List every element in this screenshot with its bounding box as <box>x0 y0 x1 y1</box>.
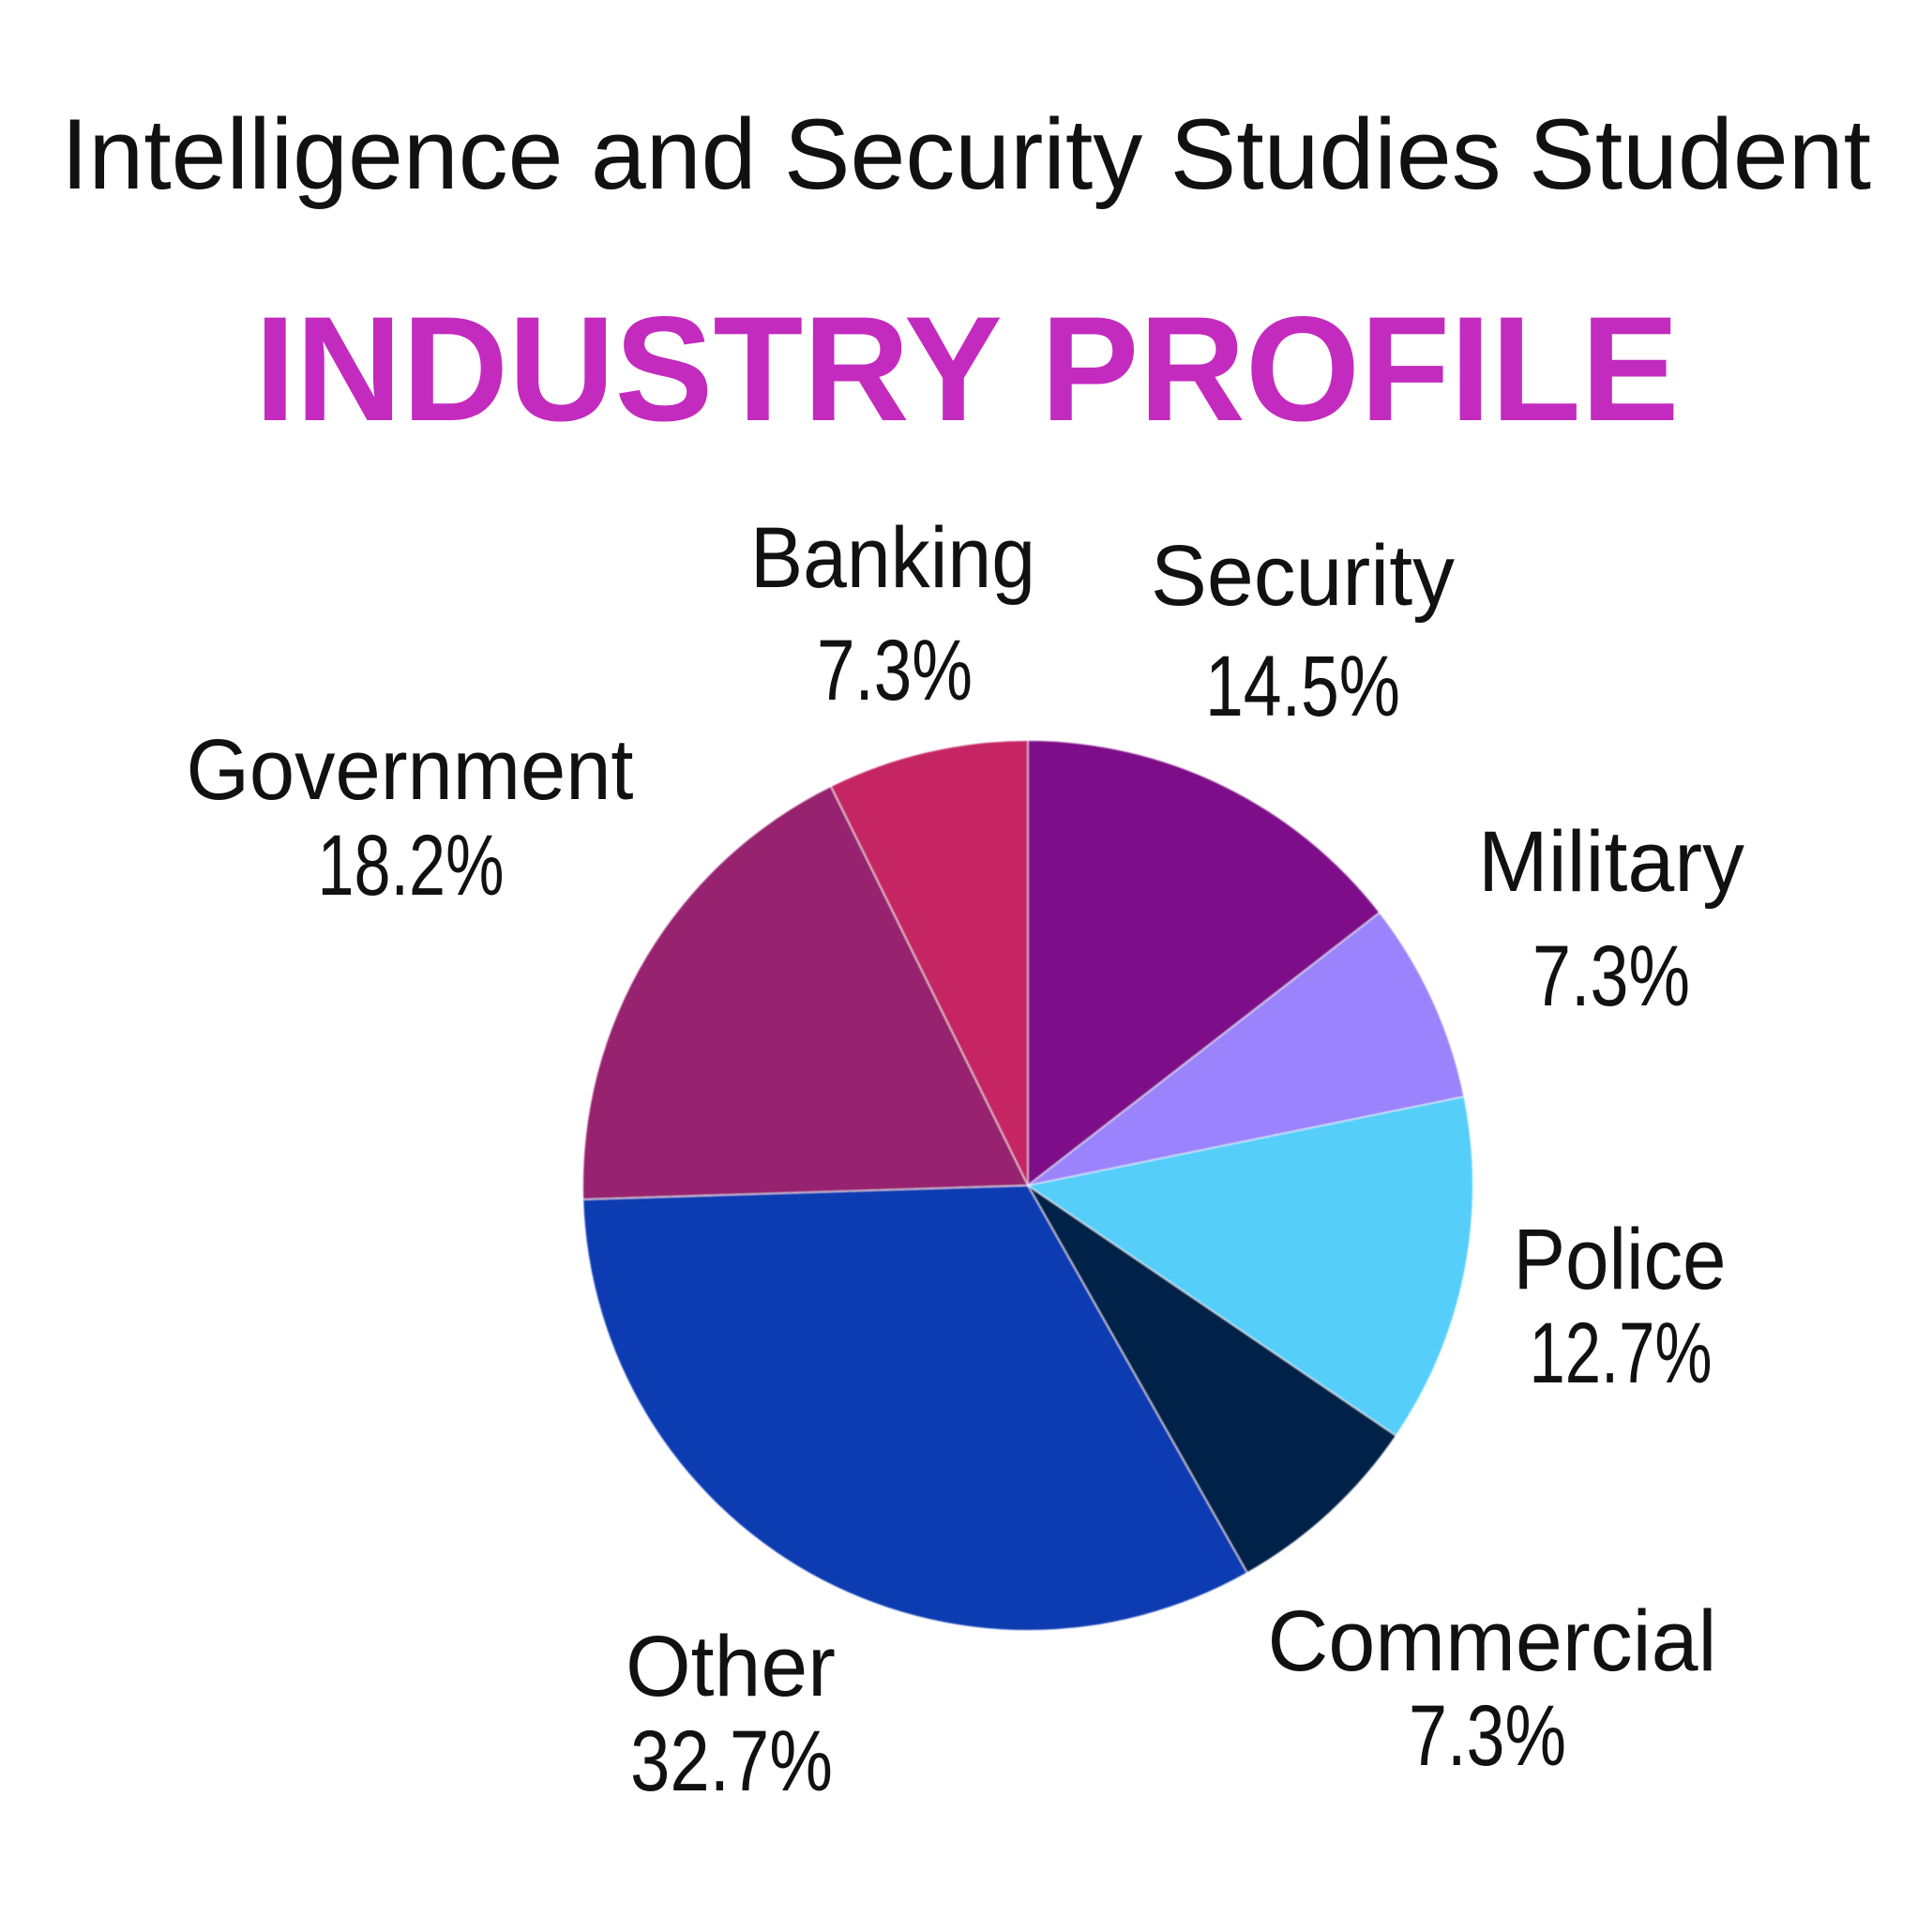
svg-text:7.3%: 7.3% <box>817 623 973 718</box>
svg-text:INDUSTRY PROFILE: INDUSTRY PROFILE <box>255 285 1680 452</box>
svg-text:12.7%: 12.7% <box>1530 1306 1713 1401</box>
svg-text:7.3%: 7.3% <box>1409 1688 1566 1784</box>
svg-text:Commercial: Commercial <box>1268 1593 1717 1689</box>
svg-text:Banking: Banking <box>750 510 1035 606</box>
svg-text:Military: Military <box>1478 814 1744 910</box>
svg-text:Other: Other <box>626 1619 836 1714</box>
svg-text:Police: Police <box>1514 1212 1727 1307</box>
svg-text:7.3%: 7.3% <box>1532 928 1690 1024</box>
svg-text:14.5%: 14.5% <box>1205 639 1400 734</box>
svg-text:32.7%: 32.7% <box>630 1713 833 1809</box>
svg-text:18.2%: 18.2% <box>318 818 505 913</box>
svg-text:Government: Government <box>187 722 634 818</box>
svg-text:Security: Security <box>1151 528 1455 624</box>
svg-text:Intelligence and Security Stud: Intelligence and Security Studies Studen… <box>61 98 1871 210</box>
